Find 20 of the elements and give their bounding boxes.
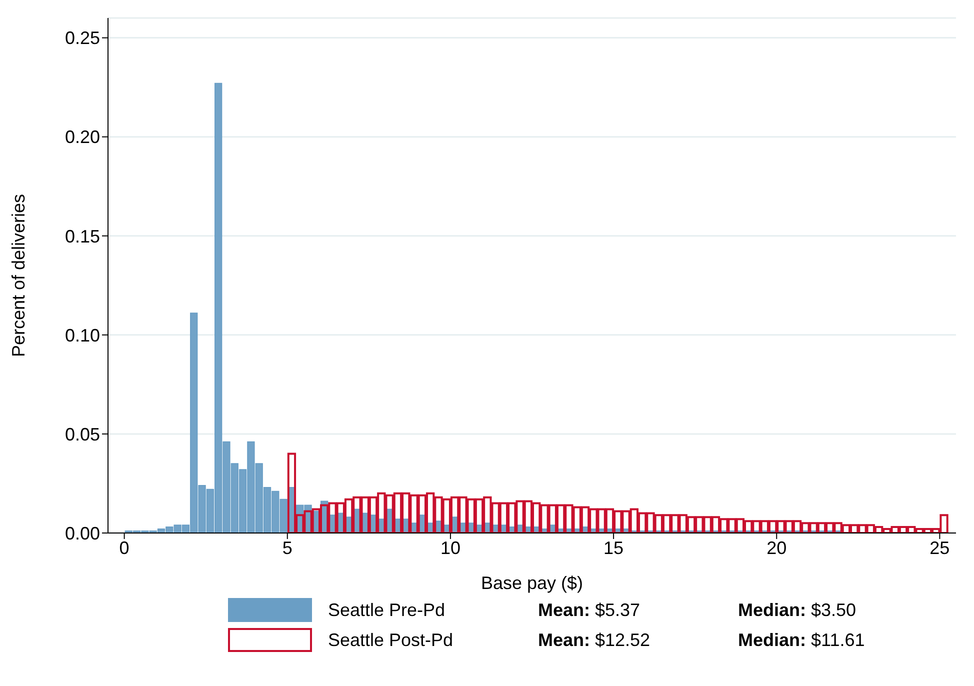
x-tick-label: 25 [930, 538, 950, 558]
y-tick-label: 0.25 [64, 28, 100, 48]
legend-label: Seattle Pre-Pd [328, 600, 446, 620]
text: Median: $11.61 [738, 630, 865, 650]
text: Mean: $5.37 [538, 600, 640, 620]
y-tick-label: 0.20 [64, 127, 100, 148]
x-tick-label: 10 [440, 538, 460, 558]
y-tick-label: 0.15 [64, 226, 100, 246]
legend-label: Seattle Post-Pd [328, 630, 454, 650]
y-tick-label: 0.05 [64, 424, 100, 444]
x-tick-label: 5 [282, 538, 292, 558]
x-axis-title: Base pay ($) [480, 573, 584, 593]
text: Median: $3.50 [738, 600, 856, 620]
x-tick-label: 0 [119, 538, 130, 558]
text: Mean: $12.52 [538, 630, 650, 650]
y-tick-label: 0.10 [64, 325, 100, 346]
x-tick-label: 20 [766, 538, 787, 558]
y-tick-label: 0.00 [64, 523, 100, 544]
y-axis-title: Percent of deliveries [8, 194, 28, 358]
x-tick-label: 15 [604, 538, 624, 558]
